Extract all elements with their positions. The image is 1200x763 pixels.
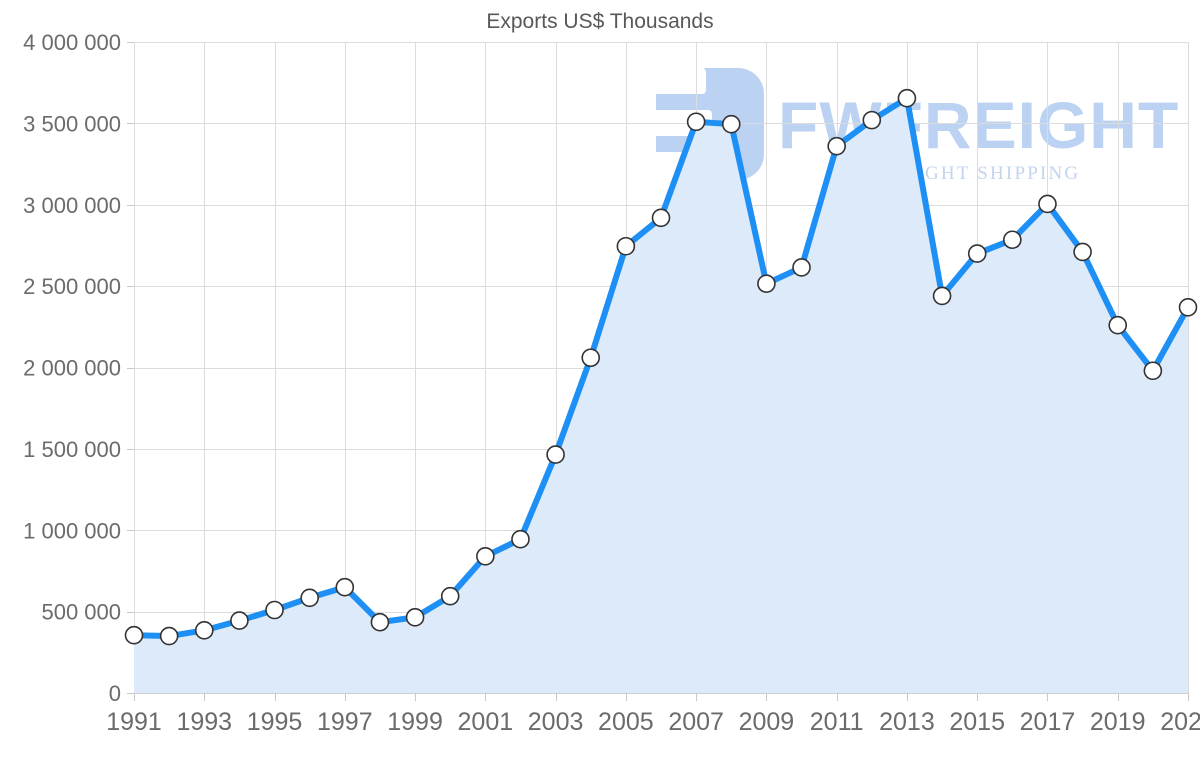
x-axis-tick-label: 2015 [949, 708, 1005, 736]
x-axis-tick-label: 2003 [528, 708, 584, 736]
data-point-marker[interactable] [300, 588, 319, 608]
x-axis-tick-label: 2001 [458, 708, 514, 736]
x-axis-tick-label: 2005 [598, 708, 654, 736]
y-axis-tick-label: 1 000 000 [23, 518, 121, 543]
y-axis-labels: 0 500 000 1 000 000 1 500 000 2 000 000 2 500… [23, 30, 121, 706]
data-point-marker[interactable] [1073, 242, 1092, 262]
data-point-marker[interactable] [897, 88, 917, 108]
data-point-marker[interactable] [476, 546, 495, 566]
data-point-marker[interactable] [827, 136, 846, 156]
data-point-marker[interactable] [194, 621, 214, 640]
data-point-marker[interactable] [757, 274, 776, 293]
data-point-marker[interactable] [686, 112, 706, 132]
data-point-marker[interactable] [265, 600, 284, 620]
data-point-marker[interactable] [581, 348, 601, 368]
y-axis-tick-label: 2 000 000 [23, 356, 121, 381]
y-axis-tick-label: 3 000 000 [23, 193, 121, 218]
chart-title: Exports US$ Thousands [486, 10, 713, 33]
data-point-marker[interactable] [546, 445, 565, 464]
x-axis-tick-label: 2017 [1020, 708, 1076, 736]
data-point-marker[interactable] [792, 258, 811, 277]
data-point-marker[interactable] [862, 110, 882, 130]
x-axis-tick-label: 1995 [247, 708, 303, 736]
data-point-marker[interactable] [230, 611, 249, 630]
x-axis-tick-label: 2021 [1160, 708, 1200, 736]
data-point-marker[interactable] [1108, 315, 1128, 335]
data-point-marker[interactable] [405, 608, 425, 627]
data-point-marker[interactable] [511, 529, 530, 549]
y-axis-tick-label: 2 500 000 [23, 274, 121, 299]
x-axis-tick-label: 1999 [387, 708, 443, 736]
y-axis-tick-label: 3 500 000 [23, 111, 121, 136]
data-point-marker[interactable] [1003, 230, 1022, 250]
data-point-marker[interactable] [370, 612, 390, 632]
watermark-tagline: FREIGHT SHIPPING [875, 163, 1080, 184]
data-point-marker[interactable] [651, 208, 671, 228]
data-point-marker[interactable] [1178, 297, 1198, 317]
x-axis-tick-label: 2007 [668, 708, 724, 736]
data-point-marker[interactable] [721, 114, 741, 134]
data-point-marker[interactable] [1143, 361, 1163, 381]
data-point-marker[interactable] [159, 626, 179, 646]
y-axis-tick-label: 4 000 000 [23, 30, 121, 55]
x-axis-tick-label: 1991 [106, 708, 162, 736]
data-point-marker[interactable] [616, 236, 636, 256]
data-point-marker[interactable] [440, 586, 460, 606]
series-exports [131, 95, 1191, 693]
x-axis-tick-label: 2019 [1090, 708, 1146, 736]
series-area-fill [134, 98, 1188, 693]
y-axis-tick-label: 0 [109, 681, 121, 706]
x-axis-tick-label: 2011 [810, 708, 864, 736]
data-point-marker[interactable] [1038, 194, 1057, 214]
data-point-marker[interactable] [335, 577, 355, 597]
y-axis-tick-label: 500 000 [41, 600, 121, 625]
axis-lines [127, 42, 1189, 701]
series-markers [124, 88, 1198, 646]
x-axis-tick-label: 1997 [317, 708, 373, 736]
x-axis-tick-label: 2013 [879, 708, 935, 736]
data-point-marker[interactable] [932, 286, 952, 306]
x-axis-tick-label: 1993 [176, 708, 232, 736]
data-point-marker[interactable] [967, 244, 987, 263]
data-point-marker[interactable] [124, 625, 144, 645]
x-axis-labels: 1991 1993 1995 1997 1999 2001 2003 2005 2007 2009… [106, 708, 1200, 736]
x-axis-tick-label: 2009 [739, 708, 795, 736]
y-axis-tick-label: 1 500 000 [23, 437, 121, 462]
